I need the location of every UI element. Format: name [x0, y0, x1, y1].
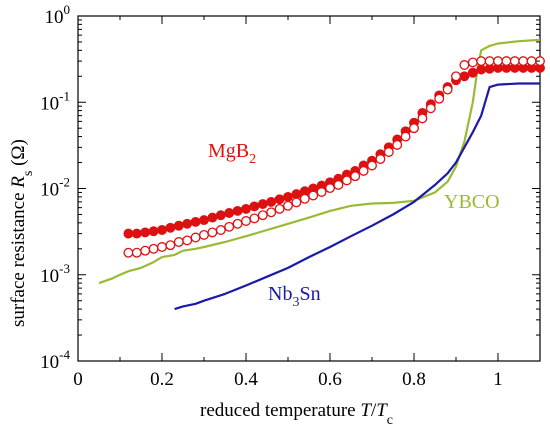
y-tick-label: 100 [45, 2, 71, 28]
data-point-mgb-open [484, 56, 495, 67]
data-point-mgb-open [215, 225, 226, 235]
data-point-mgb-open [274, 203, 285, 214]
data-point-mgb [182, 218, 193, 229]
y-tick-label: 10-3 [40, 261, 70, 287]
data-point-mgb [224, 208, 235, 218]
data-point-mgb-open [518, 56, 529, 67]
y-tick-label: 10-2 [40, 175, 70, 201]
data-point-mgb-open [375, 154, 386, 164]
ticks-layer: 0 0.2 0.4 0.6 0.8 1 100 10-1 10-2 10-3 10-4 [40, 2, 541, 390]
data-point-mgb-open [509, 56, 520, 67]
data-point-mgb-open [232, 218, 243, 229]
data-point-mgb-open [224, 221, 235, 232]
data-point-mgb-open [173, 237, 184, 247]
data-point-mgb-open [316, 187, 327, 197]
data-point-mgb-open [434, 93, 445, 104]
data-point-mgb-open [392, 139, 403, 150]
data-point-mgb [131, 228, 142, 239]
data-point-mgb [165, 222, 176, 233]
data-point-mgb-open [417, 113, 428, 124]
x-tick-label: 0.4 [234, 369, 258, 390]
data-point-mgb [140, 227, 151, 238]
data-point-mgb [199, 215, 209, 226]
data-point-mgb-open [266, 207, 277, 218]
data-point-mgb-open [400, 131, 411, 142]
data-point-mgb-open [249, 213, 260, 224]
data-point-mgb-open [526, 56, 537, 67]
y-tick-label: 10-4 [40, 347, 70, 373]
data-point-mgb [190, 216, 201, 227]
data-point-mgb [476, 64, 487, 75]
data-point-mgb-open [476, 56, 487, 67]
data-point-mgb [283, 191, 293, 202]
data-point-mgb [467, 67, 478, 78]
data-point-mgb-open [493, 56, 503, 67]
data-point-mgb [207, 212, 218, 223]
data-point-mgb-open [442, 84, 453, 95]
x-tick-label: 0 [73, 369, 83, 390]
data-point-mgb [215, 210, 226, 221]
data-point-mgb [173, 220, 184, 231]
x-tick-label: 0.2 [150, 369, 174, 390]
data-point-mgb [148, 226, 159, 237]
series-label-ybco: YBCO [444, 191, 500, 213]
data-point-mgb-open [341, 175, 352, 186]
data-point-mgb-open [383, 147, 394, 157]
y-axis-title: surface resistance Rs (Ω) [8, 139, 36, 327]
data-point-mgb [291, 189, 302, 200]
data-point-mgb [157, 225, 167, 235]
data-point-mgb [249, 201, 260, 212]
data-point-mgb [123, 228, 134, 239]
data-point-mgb [241, 203, 251, 214]
x-tick-label: 1 [493, 369, 503, 390]
data-point-mgb [232, 205, 243, 216]
data-point-mgb-open [358, 165, 369, 176]
series-label-nb3sn: Nb3Sn [268, 283, 321, 310]
data-point-mgb-open [467, 57, 478, 68]
data-point-mgb-open [131, 247, 142, 258]
data-point-mgb-open [190, 232, 201, 243]
data-point-mgb-open [257, 210, 268, 221]
data-point-mgb [459, 71, 470, 82]
data-point-mgb-open [333, 179, 344, 190]
data-point-mgb-open [157, 242, 167, 252]
data-point-mgb-open [207, 227, 218, 238]
data-point-mgb [266, 196, 277, 207]
y-tick-label: 10-1 [40, 88, 70, 114]
data-point-mgb-open [367, 160, 377, 171]
data-point-mgb-open [299, 193, 310, 204]
x-axis-title: reduced temperature T/Tc [200, 400, 393, 428]
data-point-mgb-open [425, 103, 436, 114]
data-point-mgb-open [291, 197, 302, 208]
series-line-nb-sn [174, 82, 540, 311]
data-point-mgb-open [409, 123, 419, 134]
data-point-mgb-open [459, 60, 470, 70]
data-point-mgb-open [199, 229, 209, 240]
series-label-mgb2: MgB2 [208, 140, 256, 167]
data-point-mgb-open [123, 247, 134, 258]
series-layer [98, 38, 545, 311]
data-point-mgb-open [325, 183, 335, 194]
data-point-mgb-open [451, 71, 461, 82]
x-tick-label: 0.8 [402, 369, 426, 390]
data-point-mgb [257, 199, 268, 210]
data-point-mgb-open [350, 171, 361, 182]
data-point-mgb-open [241, 216, 251, 226]
data-point-mgb-open [148, 243, 159, 254]
data-point-mgb-open [182, 235, 193, 246]
data-point-mgb-open [165, 240, 176, 251]
x-tick-label: 0.6 [318, 369, 342, 390]
data-point-mgb-open [308, 190, 319, 201]
data-point-mgb-open [283, 200, 293, 211]
series-line-ybco [98, 38, 541, 285]
data-point-mgb-open [140, 245, 151, 256]
data-point-mgb-open [501, 56, 512, 67]
data-point-mgb [274, 194, 285, 205]
